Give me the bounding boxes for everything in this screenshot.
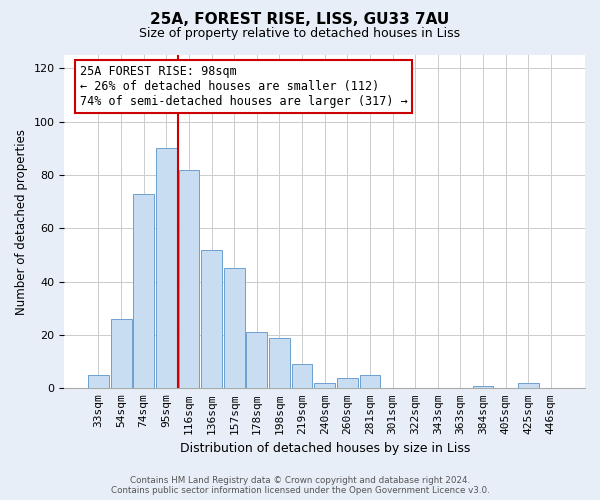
Bar (247, 332, 267, 388)
Y-axis label: Number of detached properties: Number of detached properties (15, 128, 28, 314)
Text: 25A FOREST RISE: 98sqm
← 26% of detached houses are smaller (112)
74% of semi-de: 25A FOREST RISE: 98sqm ← 26% of detached… (80, 65, 408, 108)
Bar (133, 194, 154, 388)
Bar (314, 383, 335, 388)
Bar (359, 375, 380, 388)
Bar (156, 148, 177, 388)
Bar (337, 378, 358, 388)
X-axis label: Distribution of detached houses by size in Liss: Distribution of detached houses by size … (179, 442, 470, 455)
Bar (473, 386, 493, 388)
Bar (224, 268, 245, 388)
Text: Size of property relative to detached houses in Liss: Size of property relative to detached ho… (139, 28, 461, 40)
Bar (269, 338, 290, 388)
Bar (110, 319, 131, 388)
Bar (179, 170, 199, 388)
Bar (88, 375, 109, 388)
Text: Contains HM Land Registry data © Crown copyright and database right 2024.
Contai: Contains HM Land Registry data © Crown c… (110, 476, 490, 495)
Bar (201, 250, 222, 388)
Text: 25A, FOREST RISE, LISS, GU33 7AU: 25A, FOREST RISE, LISS, GU33 7AU (151, 12, 449, 28)
Bar (292, 364, 313, 388)
Bar (518, 383, 539, 388)
